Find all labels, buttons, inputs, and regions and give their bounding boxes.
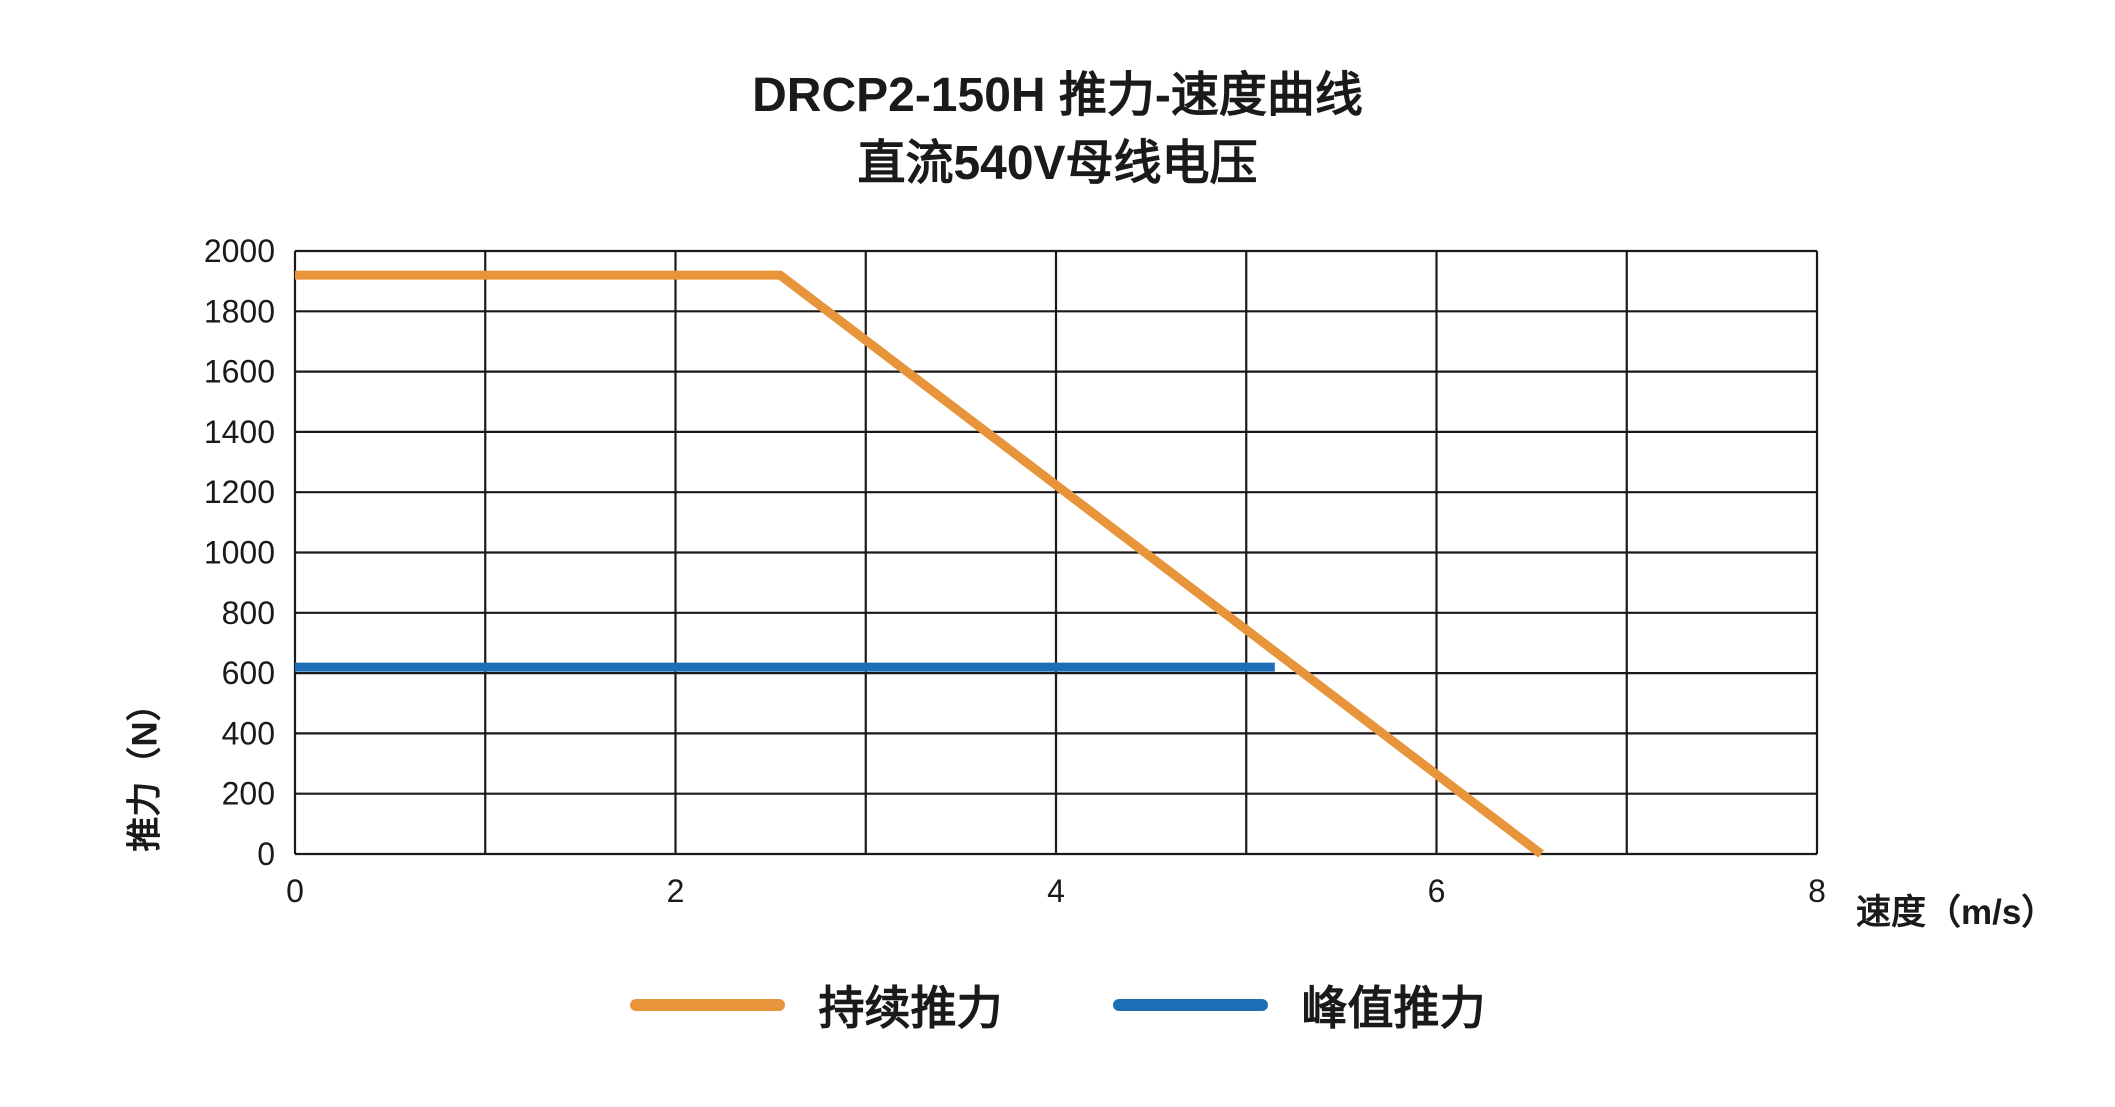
legend-label: 峰值推力 [1301,982,1486,1034]
series-line [295,270,1544,858]
y-tick-label: 800 [222,595,275,631]
legend-swatch [629,999,785,1011]
legend-label: 持续推力 [818,982,1003,1034]
legend-swatch [1112,999,1268,1011]
y-tick-label: 2000 [204,233,275,269]
chart-title: DRCP2-150H 推力-速度曲线 [752,69,1363,122]
y-tick-label: 400 [222,715,275,751]
y-axis-title: 推力（N） [125,686,165,852]
legend-item: 峰值推力 [1112,972,1486,1038]
x-tick-label: 4 [1047,873,1065,909]
y-tick-label: 1600 [204,354,275,390]
legend-item: 持续推力 [629,972,1003,1038]
chart-subtitle: 直流540V母线电压 [857,137,1258,190]
x-tick-label: 8 [1808,873,1826,909]
x-tick-label: 0 [286,873,304,909]
y-tick-label: 1000 [204,535,275,571]
x-tick-label: 6 [1428,873,1446,909]
y-tick-label: 0 [257,836,275,872]
chart-title-block: DRCP2-150H 推力-速度曲线 直流540V母线电压 [0,62,2115,198]
y-tick-label: 600 [222,655,275,691]
legend: 持续推力 峰值推力 [0,972,2115,1038]
x-tick-label: 2 [667,873,685,909]
x-axis-title: 速度（m/s） [1856,893,2057,932]
y-tick-label: 1800 [204,293,275,329]
y-tick-label: 1200 [204,474,275,510]
y-tick-label: 200 [222,776,275,812]
y-tick-label: 1400 [204,414,275,450]
